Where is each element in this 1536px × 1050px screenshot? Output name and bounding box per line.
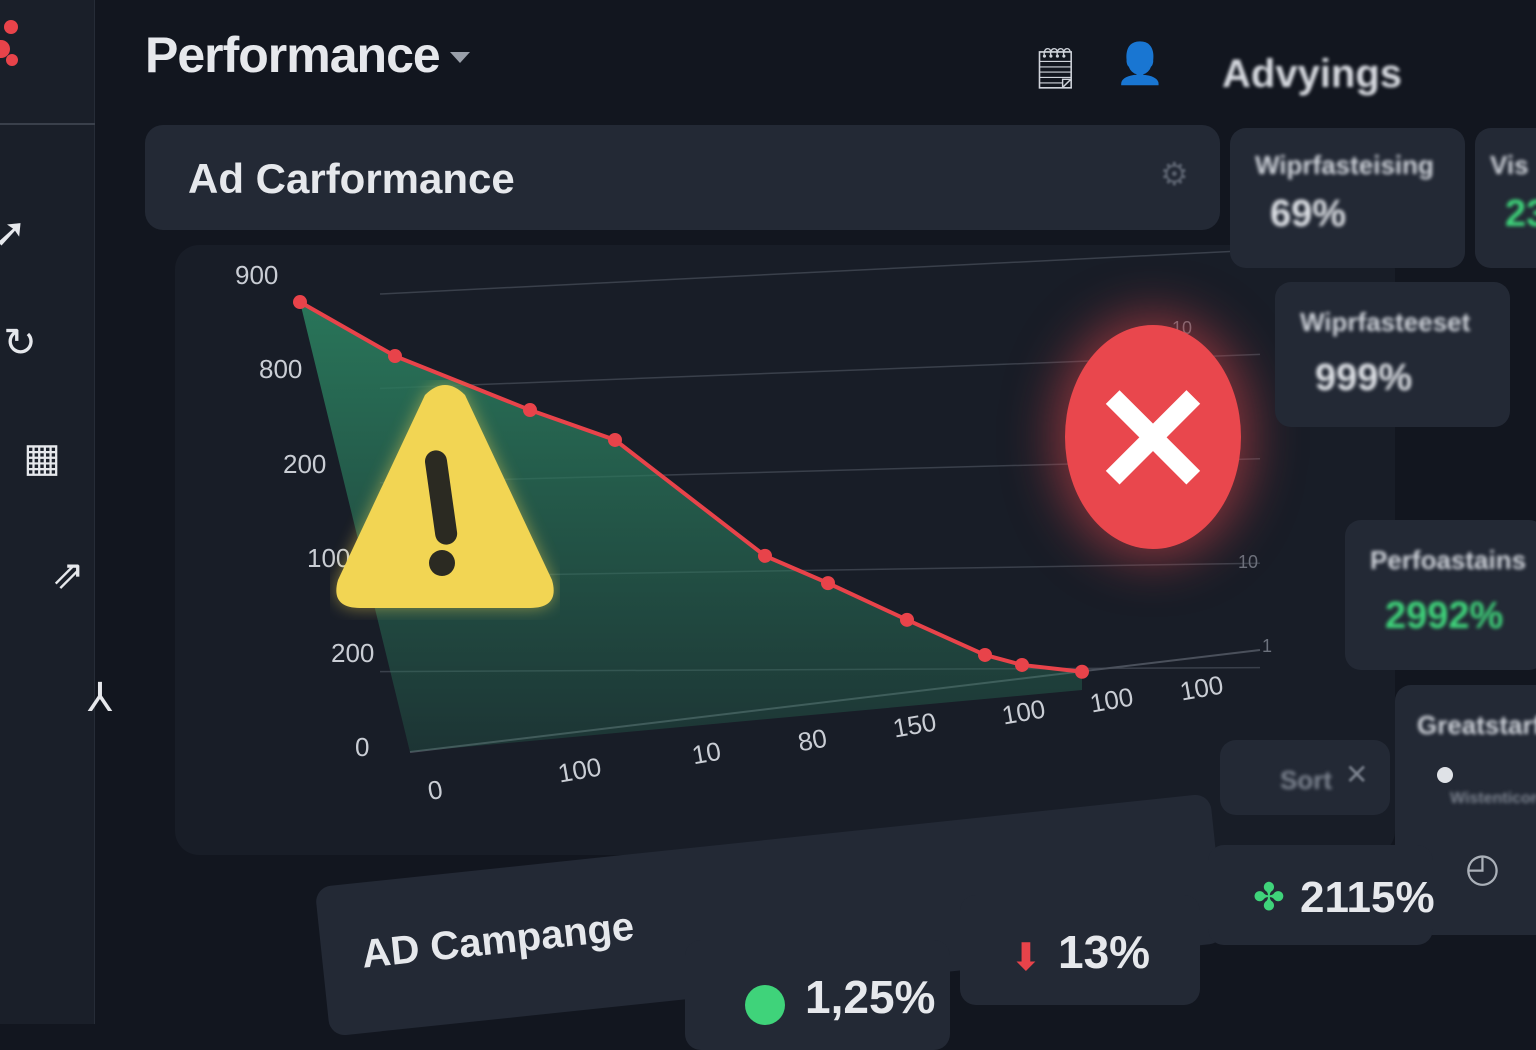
y-tick-label: 200 (331, 637, 375, 668)
stat-value: 69% (1270, 193, 1347, 235)
chevron-down-icon[interactable] (450, 52, 470, 63)
y-tick-label: 200 (283, 448, 327, 479)
down-icon: ⬇ (1010, 937, 1042, 979)
clock-icon[interactable]: ◴ (1465, 846, 1500, 890)
stat-label: Vis (1490, 150, 1529, 180)
y-tick-label: 800 (259, 354, 303, 385)
data-point (388, 349, 402, 364)
metric-card[interactable]: ✤ 2115% (1208, 845, 1435, 945)
data-point (1015, 657, 1029, 672)
logo (0, 18, 32, 68)
right-tick-label: 1 (1262, 636, 1273, 656)
series-line (299, 300, 1083, 674)
panel-title: Ad Carformance (188, 155, 515, 202)
page-title[interactable]: Performance (145, 27, 441, 83)
cursor-icon[interactable]: ➚ (0, 211, 27, 255)
area-fill (300, 302, 1082, 752)
stat-label: Perfoastains (1370, 545, 1527, 575)
grid-icon[interactable]: ▦ (23, 436, 61, 480)
data-point (293, 295, 307, 310)
stat-label: Wiprfasteising (1255, 150, 1434, 180)
user-icon[interactable]: 👤 (1115, 42, 1165, 86)
export-icon[interactable]: ⇗ (51, 553, 85, 597)
data-point (523, 403, 537, 418)
data-point (978, 647, 992, 662)
panel-header (145, 125, 1220, 230)
sidebar-header (0, 0, 95, 125)
y-tick-label: 0 (355, 732, 370, 762)
campaign-title: AD Campange (359, 904, 637, 977)
status-dot (1437, 767, 1453, 783)
stat-label: Wiprfasteeset (1300, 307, 1471, 337)
stat-sub: Wistenticoro (1450, 790, 1536, 807)
stat-value: 999% (1315, 357, 1413, 399)
metric-value: 2115% (1300, 873, 1435, 922)
header-right-label[interactable]: Advyings (1222, 52, 1403, 96)
x-tick-label: 80 (795, 722, 830, 758)
data-point (758, 548, 772, 563)
metric-icon (745, 985, 785, 1025)
gridline (379, 249, 1261, 295)
stat-card[interactable]: Greatstarfon Wistenticoro ◴ (1395, 685, 1536, 935)
stat-card[interactable]: Wiprfasteising 69% (1230, 128, 1465, 268)
right-tick-label: 10 (1238, 552, 1259, 572)
stat-label: Greatstarfon (1417, 710, 1536, 740)
stat-value: 23 (1505, 193, 1536, 235)
stat-card[interactable]: Wiprfasteeset 999% (1275, 282, 1510, 427)
x-tick-label: 10 (689, 735, 724, 771)
stat-card[interactable]: Vis 23 (1475, 128, 1536, 268)
close-icon[interactable]: ✕ (1345, 759, 1369, 790)
metric-card[interactable]: ⬇ 13% (960, 895, 1200, 1005)
stat-value: 2992% (1385, 595, 1504, 637)
metric-value: 13% (1058, 926, 1151, 978)
y-tick-label: 100 (307, 543, 351, 574)
sidebar (0, 0, 95, 1024)
sort-button[interactable]: Sort ✕ (1220, 740, 1390, 815)
metric-card[interactable]: 1,25% (685, 940, 950, 1050)
data-point (1075, 664, 1089, 679)
error-icon: ✕ (1065, 325, 1241, 549)
clover-icon: ✤ (1253, 877, 1285, 919)
stat-card[interactable]: Perfoastains 2992% (1345, 520, 1536, 670)
settings-icon[interactable]: ⚙ (1160, 156, 1189, 192)
data-point (608, 432, 622, 447)
data-point (821, 576, 835, 591)
sort-label: Sort (1280, 765, 1332, 795)
data-point (900, 612, 914, 627)
shape-icon[interactable]: ⅄ (87, 676, 113, 720)
notes-icon[interactable]: 🗒 (1030, 47, 1081, 91)
warning-icon (336, 385, 554, 608)
refresh-icon[interactable]: ↻ (3, 321, 37, 365)
y-tick-label: 900 (235, 260, 279, 290)
metric-value: 1,25% (805, 971, 936, 1023)
